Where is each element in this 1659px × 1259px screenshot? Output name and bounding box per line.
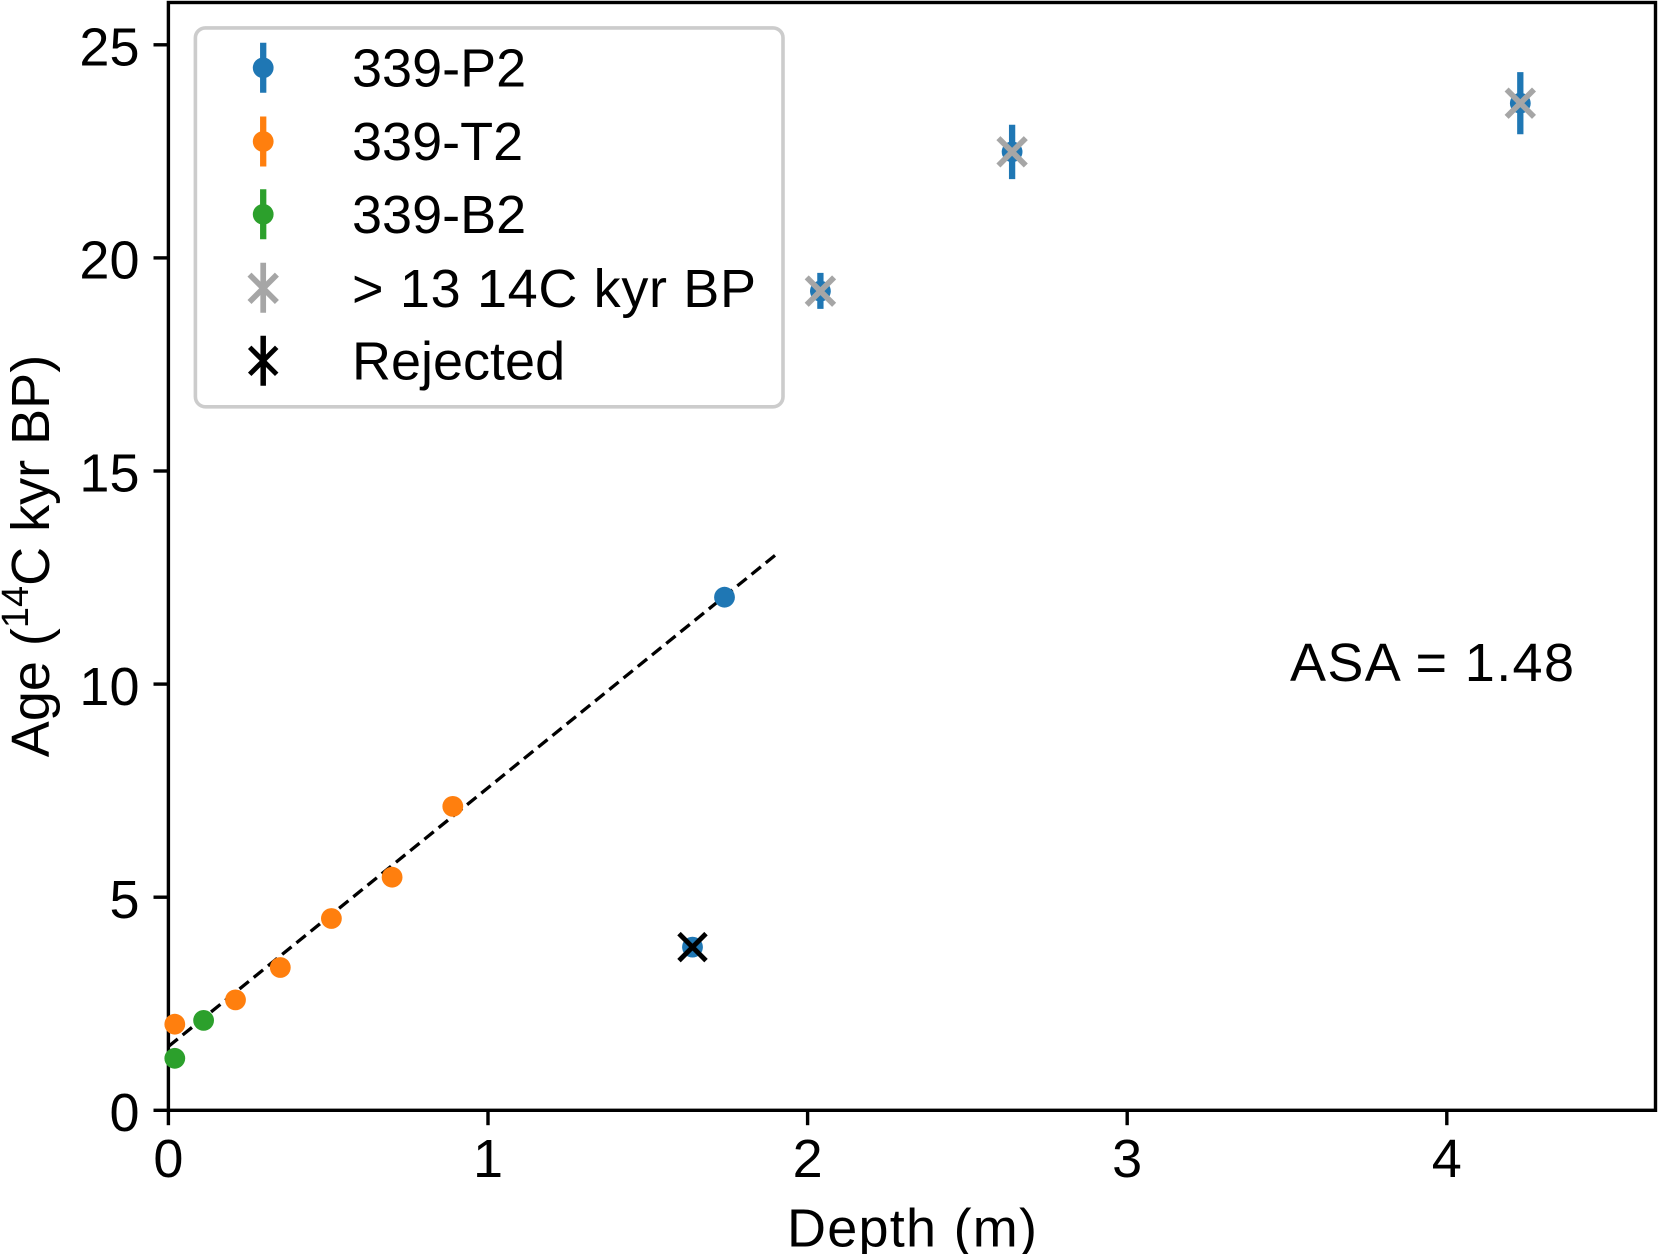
svg-text:ASA = 1.48: ASA = 1.48 <box>1290 633 1574 693</box>
svg-text:20: 20 <box>79 231 139 291</box>
svg-text:Rejected: Rejected <box>352 331 565 391</box>
svg-text:10: 10 <box>79 657 139 717</box>
svg-text:339-B2: 339-B2 <box>352 185 526 245</box>
svg-text:339-T2: 339-T2 <box>352 112 523 172</box>
svg-text:5: 5 <box>109 870 139 930</box>
svg-text:Depth (m): Depth (m) <box>787 1199 1037 1255</box>
svg-text:0: 0 <box>109 1083 139 1143</box>
svg-text:3: 3 <box>1112 1129 1142 1189</box>
svg-text:0: 0 <box>153 1129 183 1189</box>
svg-text:15: 15 <box>79 444 139 504</box>
svg-text:4: 4 <box>1432 1129 1462 1189</box>
svg-text:1: 1 <box>473 1129 503 1189</box>
svg-text:Age (14C kyr BP): Age (14C kyr BP) <box>0 355 61 757</box>
svg-text:25: 25 <box>79 18 139 78</box>
svg-text:339-P2: 339-P2 <box>352 38 526 98</box>
svg-text:2: 2 <box>793 1129 823 1189</box>
svg-text:> 13 14C kyr BP: > 13 14C kyr BP <box>352 259 756 319</box>
